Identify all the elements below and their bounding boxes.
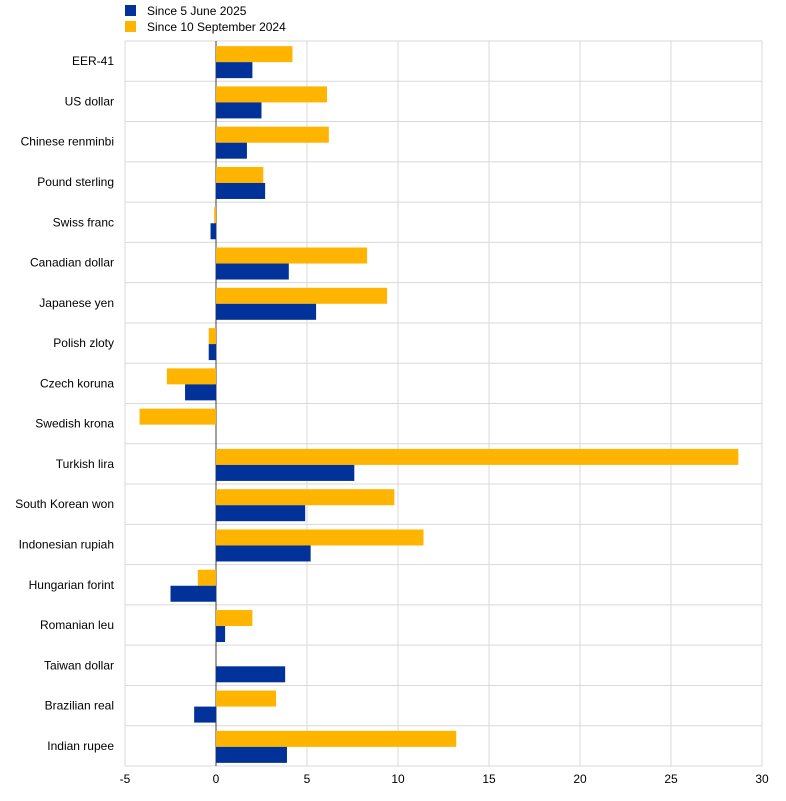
category-label: Chinese renminbi <box>21 135 114 149</box>
legend-label: Since 10 September 2024 <box>147 20 286 34</box>
x-tick-label: 30 <box>755 772 769 786</box>
bar-since-10-sep-2024 <box>216 86 328 103</box>
legend-swatch <box>125 5 136 16</box>
legend: Since 5 June 2025 Since 10 September 2024 <box>125 4 286 34</box>
category-label: Indonesian rupiah <box>19 537 114 551</box>
legend-label: Since 5 June 2025 <box>147 4 247 18</box>
bar-since-10-sep-2024 <box>216 448 739 465</box>
legend-swatch <box>125 21 136 32</box>
bar-since-10-sep-2024 <box>216 730 457 747</box>
bar-since-10-sep-2024 <box>216 489 395 506</box>
x-tick-label: 0 <box>213 772 220 786</box>
bar-since-10-sep-2024 <box>214 207 216 224</box>
bar-since-5-jun-2025 <box>185 384 216 401</box>
category-label: Turkish lira <box>56 457 115 471</box>
category-label: Canadian dollar <box>30 256 114 270</box>
bar-since-5-jun-2025 <box>216 182 266 199</box>
category-label: Brazilian real <box>45 699 114 713</box>
bar-since-5-jun-2025 <box>216 263 289 280</box>
bar-since-10-sep-2024 <box>216 529 424 546</box>
x-tick-label: 5 <box>304 772 311 786</box>
bar-since-5-jun-2025 <box>216 142 247 159</box>
bar-since-5-jun-2025 <box>210 223 216 240</box>
category-label: Swiss franc <box>53 215 114 229</box>
grid <box>124 40 763 767</box>
category-label: Pound sterling <box>37 175 114 189</box>
x-tick-label: 25 <box>664 772 678 786</box>
bar-since-10-sep-2024 <box>216 166 264 183</box>
bar-since-10-sep-2024 <box>216 126 329 143</box>
bar-since-5-jun-2025 <box>194 706 216 723</box>
bar-since-10-sep-2024 <box>216 690 277 707</box>
category-label: Polish zloty <box>53 336 114 350</box>
category-label: Taiwan dollar <box>44 658 114 672</box>
bar-since-10-sep-2024 <box>216 247 368 264</box>
bar-since-5-jun-2025 <box>216 505 306 522</box>
category-label: Japanese yen <box>39 296 114 310</box>
bar-since-10-sep-2024 <box>216 610 253 627</box>
category-label: EER-41 <box>72 54 114 68</box>
x-tick-labels: -5 0 5 10 15 20 25 30 <box>120 772 769 786</box>
category-label: South Korean won <box>15 497 114 511</box>
bar-since-5-jun-2025 <box>216 102 262 119</box>
bar-since-10-sep-2024 <box>216 46 293 63</box>
x-tick-label: 15 <box>482 772 496 786</box>
bar-since-10-sep-2024 <box>208 328 216 345</box>
bar-since-5-jun-2025 <box>216 626 226 643</box>
bars <box>139 46 739 763</box>
bar-since-10-sep-2024 <box>216 287 388 304</box>
category-label: Czech koruna <box>40 376 114 390</box>
x-tick-label: 20 <box>573 772 587 786</box>
bar-since-5-jun-2025 <box>216 303 317 320</box>
bar-since-10-sep-2024 <box>166 368 216 385</box>
category-label: US dollar <box>65 94 114 108</box>
bar-since-10-sep-2024 <box>139 408 216 425</box>
bar-since-5-jun-2025 <box>216 746 287 763</box>
bar-since-5-jun-2025 <box>216 464 355 481</box>
category-label: Hungarian forint <box>29 578 115 592</box>
bar-since-5-jun-2025 <box>208 344 216 361</box>
bar-since-5-jun-2025 <box>170 585 216 602</box>
category-labels: EER-41 US dollar Chinese renminbi Pound ste… <box>15 54 114 753</box>
bar-since-5-jun-2025 <box>216 666 286 683</box>
category-label: Swedish krona <box>35 417 114 431</box>
x-tick-label: 10 <box>391 772 405 786</box>
bar-since-5-jun-2025 <box>216 545 311 562</box>
category-label: Romanian leu <box>40 618 114 632</box>
category-label: Indian rupee <box>47 739 114 753</box>
bar-since-5-jun-2025 <box>216 62 253 79</box>
bar-since-10-sep-2024 <box>197 569 216 586</box>
x-tick-label: -5 <box>120 772 131 786</box>
